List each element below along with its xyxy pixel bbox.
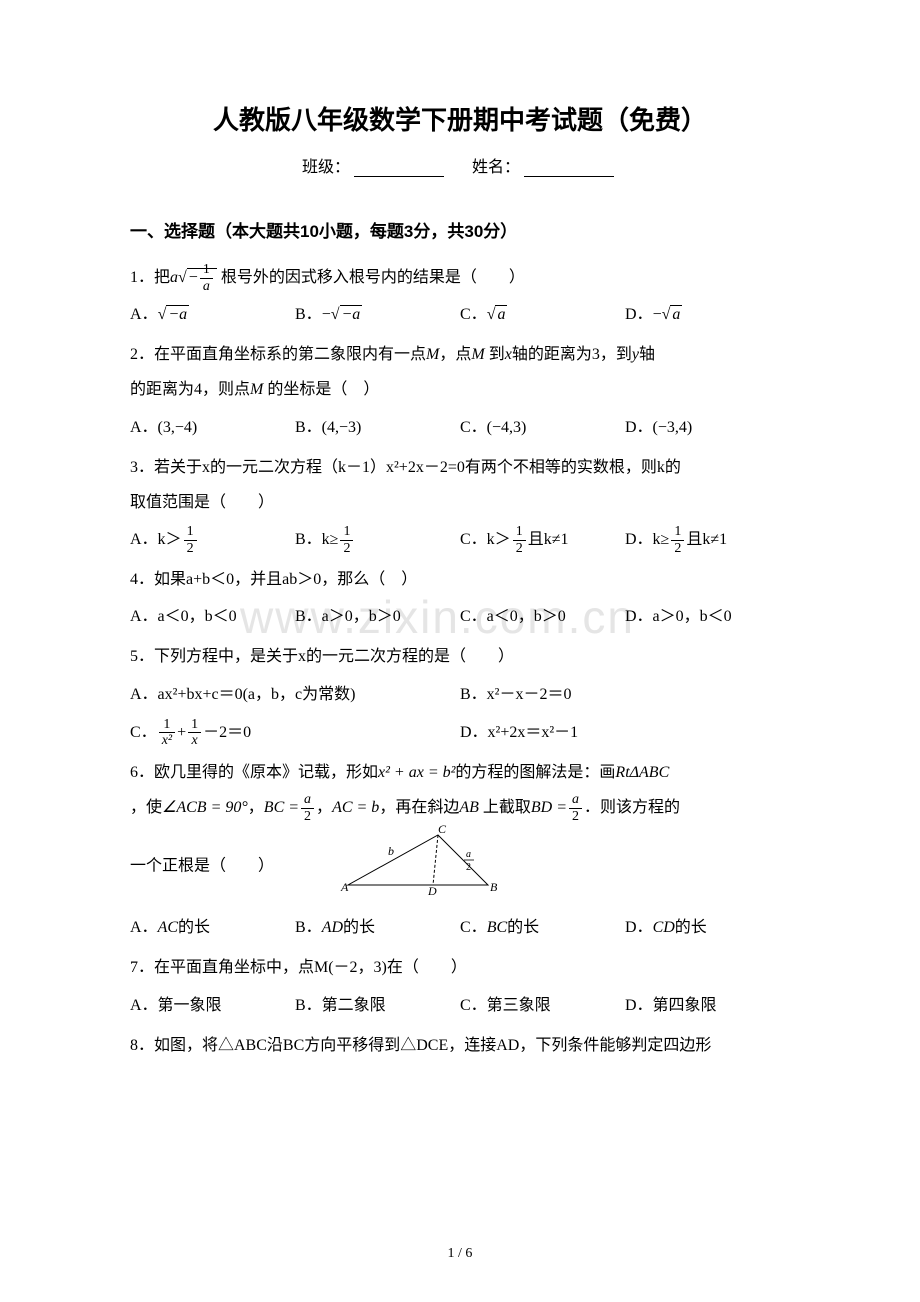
q6-opt-b: B．AD的长 <box>295 912 460 944</box>
q5-options-row1: A．ax²+bx+c＝0(a，b，c为常数) B．x²－x－2＝0 <box>130 679 790 711</box>
question-2: 2．在平面直角坐标系的第二象限内有一点M，点M 到x轴的距离为3，到y轴 的距离… <box>130 337 790 407</box>
q1-stem-post: 根号外的因式移入根号内的结果是（ ） <box>221 269 525 286</box>
q6-opt-c: C．BC的长 <box>460 912 625 944</box>
page-footer: 1 / 6 <box>0 1246 920 1262</box>
q1-opt-a: A．−a <box>130 299 295 331</box>
q6-opt-a: A．AC的长 <box>130 912 295 944</box>
page: www.zixin.com.cn 人教版八年级数学下册期中考试题（免费） 班级：… <box>0 0 920 1302</box>
q3-opt-c: C．k＞12且k≠1 <box>460 524 625 556</box>
diag-label-b: B <box>490 880 498 894</box>
diag-label-c: C <box>438 825 447 836</box>
q7-options: A．第一象限 B．第二象限 C．第三象限 D．第四象限 <box>130 990 790 1022</box>
q2-options: A．(3,−4) B．(4,−3) C．(−4,3) D．(−3,4) <box>130 412 790 444</box>
q4-options: A．a＜0，b＜0 B．a＞0，b＞0 C．a＜0，b＞0 D．a＞0，b＜0 <box>130 601 790 633</box>
exam-title: 人教版八年级数学下册期中考试题（免费） <box>130 100 790 137</box>
q6-triangle-diagram: A B C D b a 2 <box>338 825 498 908</box>
class-label: 班级： <box>302 159 350 176</box>
question-4: 4．如果a+b＜0，并且ab＞0，那么（ ） <box>130 562 790 597</box>
diag-label-side-b: b <box>388 844 394 858</box>
q5-opt-b: B．x²－x－2＝0 <box>460 679 790 711</box>
question-8: 8．如图，将△ABC沿BC方向平移得到△DCE，连接AD，下列条件能够判定四边形 <box>130 1028 790 1063</box>
diag-label-d: D <box>427 884 437 895</box>
question-5: 5．下列方程中，是关于x的一元二次方程的是（ ） <box>130 639 790 674</box>
q3-opt-b: B．k≥12 <box>295 524 460 556</box>
q5-options-row2: C．1x²+1x－2＝0 D．x²+2x＝x²－1 <box>130 717 790 749</box>
diag-label-2: 2 <box>466 862 471 873</box>
q7-opt-a: A．第一象限 <box>130 990 295 1022</box>
q2-opt-a: A．(3,−4) <box>130 412 295 444</box>
diag-label-a: A <box>340 880 349 894</box>
q7-opt-c: C．第三象限 <box>460 990 625 1022</box>
section-1-header: 一、选择题（本大题共10小题，每题3分，共30分） <box>130 217 790 242</box>
q3-opt-d: D．k≥12且k≠1 <box>625 524 790 556</box>
q3-options: A．k＞12 B．k≥12 C．k＞12且k≠1 D．k≥12且k≠1 <box>130 524 790 556</box>
q1-opt-b: B．−−a <box>295 299 460 331</box>
q1-options: A．−a B．−−a C．a D．−a <box>130 299 790 331</box>
name-blank <box>524 160 614 177</box>
q5-opt-a: A．ax²+bx+c＝0(a，b，c为常数) <box>130 679 460 711</box>
q2-opt-c: C．(−4,3) <box>460 412 625 444</box>
question-7: 7．在平面直角坐标中，点M(－2，3)在（ ） <box>130 950 790 985</box>
question-3: 3．若关于x的一元二次方程（k－1）x²+2x－2=0有两个不相等的实数根，则k… <box>130 450 790 520</box>
name-label: 姓名： <box>472 159 520 176</box>
q5-opt-d: D．x²+2x＝x²－1 <box>460 717 790 749</box>
q5-opt-c: C．1x²+1x－2＝0 <box>130 717 460 749</box>
q3-opt-a: A．k＞12 <box>130 524 295 556</box>
diag-label-a2: a <box>466 849 471 860</box>
q1-radical: −1a <box>178 260 217 295</box>
q4-opt-d: D．a＞0，b＜0 <box>625 601 790 633</box>
q2-opt-b: B．(4,−3) <box>295 412 460 444</box>
q4-opt-c: C．a＜0，b＞0 <box>460 601 625 633</box>
question-6: 6．欧几里得的《原本》记载，形如x² + ax = b²的方程的图解法是：画Rt… <box>130 755 790 909</box>
q1-opt-d: D．−a <box>625 299 790 331</box>
q7-opt-b: B．第二象限 <box>295 990 460 1022</box>
q1-stem-pre: 1．把 <box>130 269 170 286</box>
q2-opt-d: D．(−3,4) <box>625 412 790 444</box>
q6-options: A．AC的长 B．AD的长 C．BC的长 D．CD的长 <box>130 912 790 944</box>
q4-opt-a: A．a＜0，b＜0 <box>130 601 295 633</box>
q4-opt-b: B．a＞0，b＞0 <box>295 601 460 633</box>
q1-opt-c: C．a <box>460 299 625 331</box>
content-area: 人教版八年级数学下册期中考试题（免费） 班级： 姓名： 一、选择题（本大题共10… <box>130 100 790 1063</box>
q1-rad-den: a <box>200 279 213 294</box>
q1-a: a <box>170 269 178 286</box>
question-1: 1．把a−1a 根号外的因式移入根号内的结果是（ ） <box>130 260 790 295</box>
q1-rad-num: 1 <box>200 262 213 278</box>
q7-opt-d: D．第四象限 <box>625 990 790 1022</box>
class-blank <box>354 160 444 177</box>
student-info-line: 班级： 姓名： <box>130 153 790 177</box>
q6-opt-d: D．CD的长 <box>625 912 790 944</box>
